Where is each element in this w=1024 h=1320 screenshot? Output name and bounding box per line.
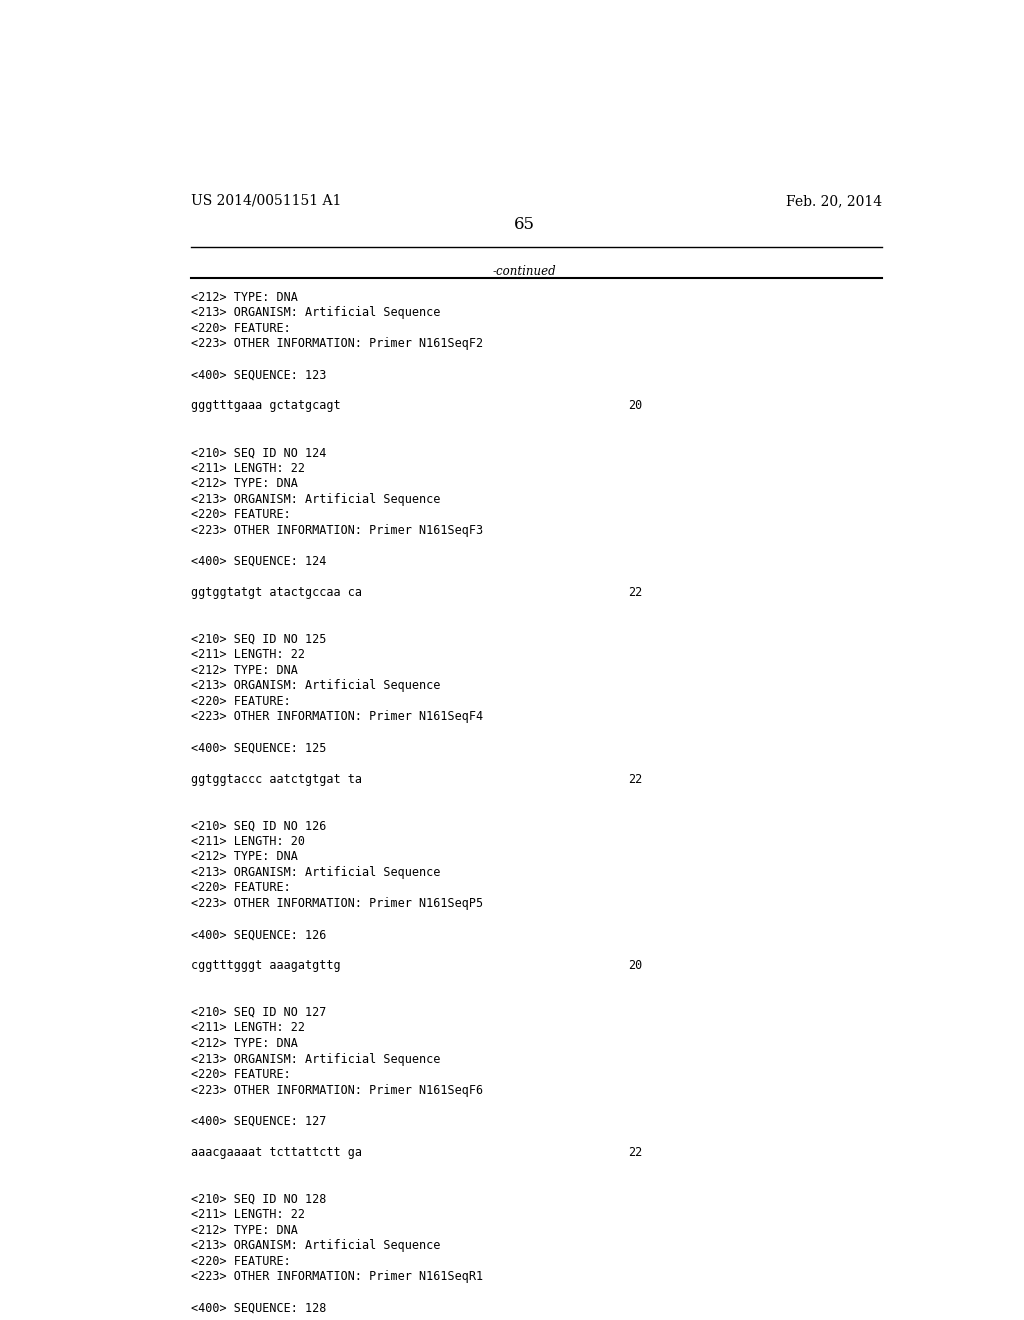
Text: <213> ORGANISM: Artificial Sequence: <213> ORGANISM: Artificial Sequence <box>191 1052 441 1065</box>
Text: <220> FEATURE:: <220> FEATURE: <box>191 322 291 335</box>
Text: <213> ORGANISM: Artificial Sequence: <213> ORGANISM: Artificial Sequence <box>191 866 441 879</box>
Text: <212> TYPE: DNA: <212> TYPE: DNA <box>191 290 298 304</box>
Text: -continued: -continued <box>493 265 557 279</box>
Text: 22: 22 <box>628 772 642 785</box>
Text: 20: 20 <box>628 960 642 973</box>
Text: <400> SEQUENCE: 126: <400> SEQUENCE: 126 <box>191 928 327 941</box>
Text: <213> ORGANISM: Artificial Sequence: <213> ORGANISM: Artificial Sequence <box>191 1239 441 1253</box>
Text: ggtggtaccc aatctgtgat ta: ggtggtaccc aatctgtgat ta <box>191 772 362 785</box>
Text: aaacgaaaat tcttattctt ga: aaacgaaaat tcttattctt ga <box>191 1146 362 1159</box>
Text: <213> ORGANISM: Artificial Sequence: <213> ORGANISM: Artificial Sequence <box>191 492 441 506</box>
Text: <223> OTHER INFORMATION: Primer N161SeqF4: <223> OTHER INFORMATION: Primer N161SeqF… <box>191 710 483 723</box>
Text: <223> OTHER INFORMATION: Primer N161SeqF6: <223> OTHER INFORMATION: Primer N161SeqF… <box>191 1084 483 1097</box>
Text: <223> OTHER INFORMATION: Primer N161SeqR1: <223> OTHER INFORMATION: Primer N161SeqR… <box>191 1270 483 1283</box>
Text: 22: 22 <box>628 1146 642 1159</box>
Text: <210> SEQ ID NO 124: <210> SEQ ID NO 124 <box>191 446 327 459</box>
Text: <212> TYPE: DNA: <212> TYPE: DNA <box>191 850 298 863</box>
Text: <400> SEQUENCE: 125: <400> SEQUENCE: 125 <box>191 742 327 755</box>
Text: <400> SEQUENCE: 127: <400> SEQUENCE: 127 <box>191 1114 327 1127</box>
Text: <210> SEQ ID NO 125: <210> SEQ ID NO 125 <box>191 632 327 645</box>
Text: ggtggtatgt atactgccaa ca: ggtggtatgt atactgccaa ca <box>191 586 362 599</box>
Text: <212> TYPE: DNA: <212> TYPE: DNA <box>191 1224 298 1237</box>
Text: <210> SEQ ID NO 127: <210> SEQ ID NO 127 <box>191 1006 327 1019</box>
Text: <212> TYPE: DNA: <212> TYPE: DNA <box>191 664 298 677</box>
Text: <212> TYPE: DNA: <212> TYPE: DNA <box>191 477 298 490</box>
Text: <223> OTHER INFORMATION: Primer N161SeqF2: <223> OTHER INFORMATION: Primer N161SeqF… <box>191 337 483 350</box>
Text: <211> LENGTH: 22: <211> LENGTH: 22 <box>191 1208 305 1221</box>
Text: <211> LENGTH: 22: <211> LENGTH: 22 <box>191 462 305 475</box>
Text: <220> FEATURE:: <220> FEATURE: <box>191 882 291 895</box>
Text: <220> FEATURE:: <220> FEATURE: <box>191 1068 291 1081</box>
Text: <210> SEQ ID NO 126: <210> SEQ ID NO 126 <box>191 820 327 833</box>
Text: <400> SEQUENCE: 124: <400> SEQUENCE: 124 <box>191 554 327 568</box>
Text: <213> ORGANISM: Artificial Sequence: <213> ORGANISM: Artificial Sequence <box>191 306 441 319</box>
Text: 65: 65 <box>514 216 536 234</box>
Text: Feb. 20, 2014: Feb. 20, 2014 <box>785 194 882 209</box>
Text: <220> FEATURE:: <220> FEATURE: <box>191 694 291 708</box>
Text: <211> LENGTH: 20: <211> LENGTH: 20 <box>191 834 305 847</box>
Text: <400> SEQUENCE: 128: <400> SEQUENCE: 128 <box>191 1302 327 1315</box>
Text: <211> LENGTH: 22: <211> LENGTH: 22 <box>191 1022 305 1035</box>
Text: gggtttgaaa gctatgcagt: gggtttgaaa gctatgcagt <box>191 400 341 412</box>
Text: <220> FEATURE:: <220> FEATURE: <box>191 1255 291 1267</box>
Text: <211> LENGTH: 22: <211> LENGTH: 22 <box>191 648 305 661</box>
Text: <220> FEATURE:: <220> FEATURE: <box>191 508 291 521</box>
Text: 20: 20 <box>628 400 642 412</box>
Text: <400> SEQUENCE: 123: <400> SEQUENCE: 123 <box>191 368 327 381</box>
Text: 22: 22 <box>628 586 642 599</box>
Text: <223> OTHER INFORMATION: Primer N161SeqF3: <223> OTHER INFORMATION: Primer N161SeqF… <box>191 524 483 537</box>
Text: <223> OTHER INFORMATION: Primer N161SeqP5: <223> OTHER INFORMATION: Primer N161SeqP… <box>191 898 483 909</box>
Text: cggtttgggt aaagatgttg: cggtttgggt aaagatgttg <box>191 960 341 973</box>
Text: US 2014/0051151 A1: US 2014/0051151 A1 <box>191 194 342 209</box>
Text: <210> SEQ ID NO 128: <210> SEQ ID NO 128 <box>191 1192 327 1205</box>
Text: <213> ORGANISM: Artificial Sequence: <213> ORGANISM: Artificial Sequence <box>191 680 441 692</box>
Text: <212> TYPE: DNA: <212> TYPE: DNA <box>191 1038 298 1049</box>
